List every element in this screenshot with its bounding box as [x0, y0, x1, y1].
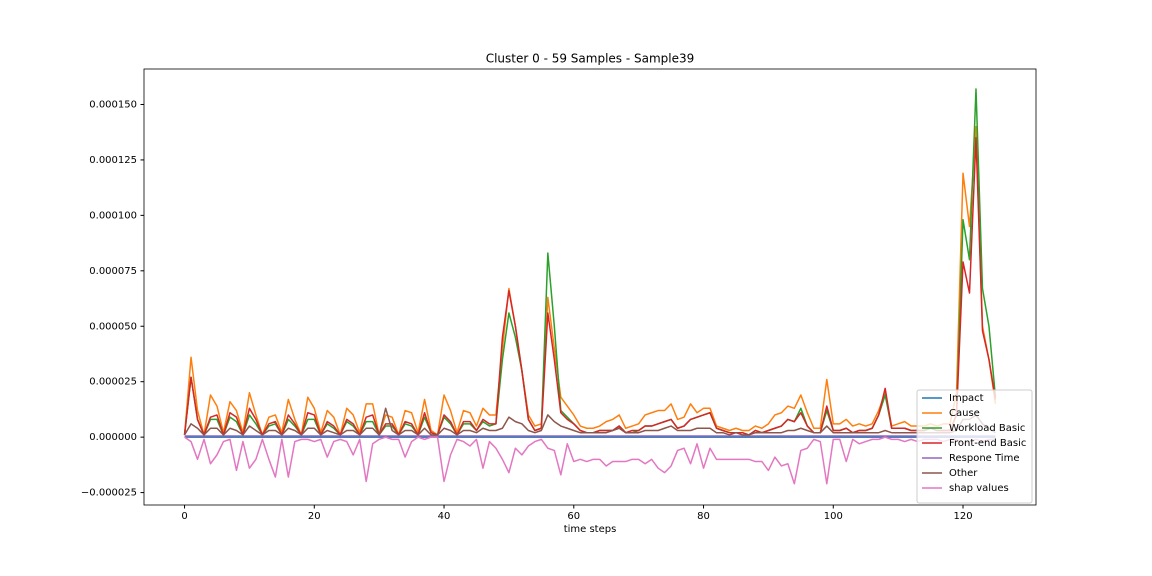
x-tick-label: 80: [697, 511, 710, 522]
x-tick-label: 0: [181, 511, 187, 522]
x-tick-label: 20: [308, 511, 321, 522]
legend-label: Cause: [949, 408, 980, 419]
series-line: [184, 436, 996, 485]
y-tick-label: 0.000050: [89, 321, 137, 332]
y-tick-label: 0.000150: [89, 99, 137, 110]
chart-title: Cluster 0 - 59 Samples - Sample39: [486, 52, 695, 66]
legend-label: Respone Time: [949, 453, 1019, 464]
legend-label: Front-end Basic: [949, 438, 1026, 449]
legend-box: [916, 389, 1033, 504]
series-line: [183, 125, 997, 436]
plot-frame: [143, 68, 1037, 506]
y-tick-label: −0.000025: [81, 488, 137, 499]
legend-label: Other: [949, 468, 978, 479]
x-tick-label: 100: [824, 511, 843, 522]
y-tick-label: 0.000125: [89, 155, 137, 166]
y-tick-label: 0.000025: [89, 377, 137, 388]
legend-label: Impact: [949, 393, 984, 404]
x-tick-label: 120: [953, 511, 972, 522]
x-axis-label: time steps: [564, 524, 617, 535]
x-tick-label: 60: [567, 511, 580, 522]
y-tick-label: 0.000100: [89, 210, 137, 221]
y-tick-label: 0.000075: [89, 266, 137, 277]
x-tick-label: 40: [438, 511, 451, 522]
legend-label: shap values: [949, 483, 1009, 494]
legend-label: Workload Basic: [949, 423, 1025, 434]
y-tick-label: 0.000000: [89, 432, 137, 443]
series-line: [183, 407, 996, 436]
